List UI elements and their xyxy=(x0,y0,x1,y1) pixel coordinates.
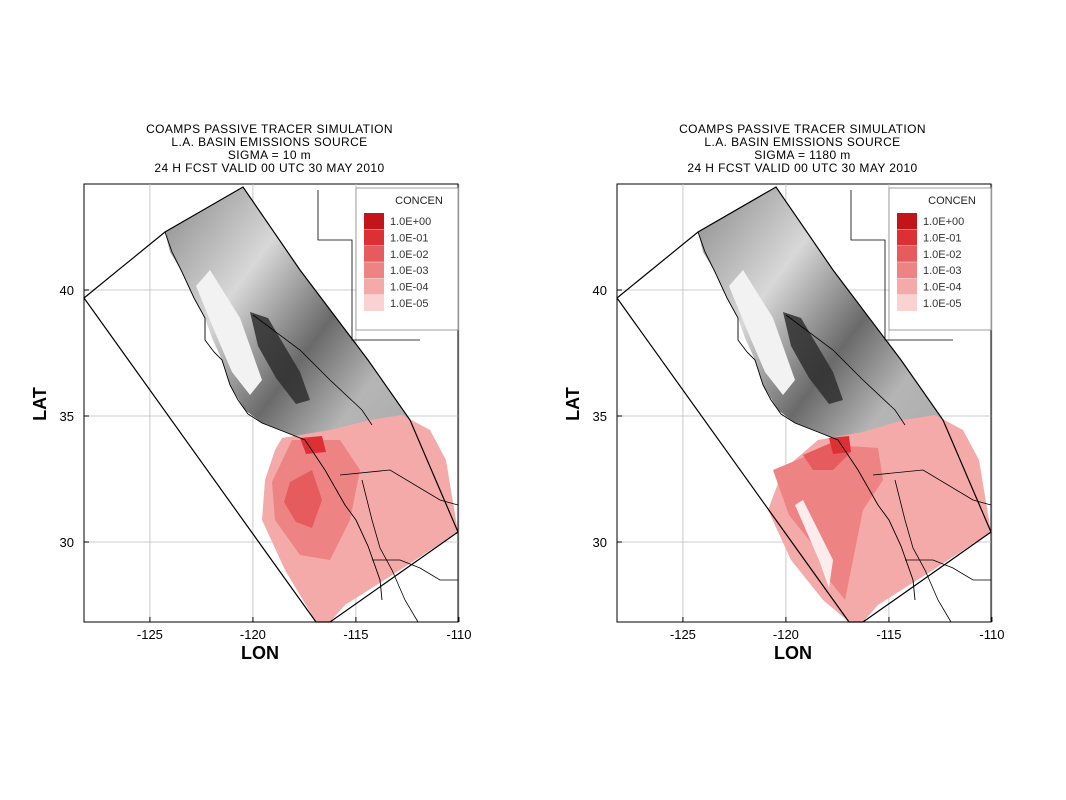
legend-level-label: 1.0E+00 xyxy=(390,216,431,228)
lon-tick-label: -125 xyxy=(137,627,163,642)
lat-tick-label: 35 xyxy=(593,409,607,424)
baja-coast xyxy=(361,479,419,623)
border-line xyxy=(339,469,459,506)
legend-level-label: 1.0E-01 xyxy=(390,232,429,244)
legend-level-label: 1.0E-01 xyxy=(923,232,962,244)
panel-sigma-1180m: COAMPS PASSIVE TRACER SIMULATION L.A. BA… xyxy=(533,0,1066,800)
legend-swatch xyxy=(364,262,384,279)
lat-tick-label: 30 xyxy=(60,535,74,550)
legend-swatch xyxy=(364,278,384,295)
tracer-source xyxy=(300,436,326,454)
lon-tick-label: -120 xyxy=(240,627,266,642)
plume-gap xyxy=(795,500,833,588)
tracer-map: -125 -120 -115 -110 40 35 30 LON LAT CONCEN 1.0E+0… xyxy=(563,183,1004,663)
y-axis-title: LAT xyxy=(563,387,583,421)
lat-tick-label: 35 xyxy=(60,409,74,424)
border-line xyxy=(905,559,991,581)
legend-swatch xyxy=(897,262,917,279)
lon-tick-label: -120 xyxy=(773,627,799,642)
coastline xyxy=(697,231,916,601)
legend-title: CONCEN xyxy=(395,195,443,207)
legend-swatch xyxy=(364,245,384,262)
lat-tick-label: 40 xyxy=(593,283,607,298)
central-valley xyxy=(729,270,795,395)
legend-swatch xyxy=(897,295,917,311)
state-boundary xyxy=(317,190,420,341)
lon-tick-label: -115 xyxy=(876,627,901,642)
lat-tick-label: 30 xyxy=(593,535,607,550)
legend-level-label: 1.0E-05 xyxy=(390,298,429,310)
model-domain-boundary xyxy=(83,186,459,623)
border-line xyxy=(372,559,458,581)
lon-tick-label: -125 xyxy=(670,627,696,642)
x-axis-title: LON xyxy=(774,643,812,663)
tracer-plume-core xyxy=(284,470,322,528)
x-axis-title: LON xyxy=(241,643,279,663)
legend-swatch xyxy=(364,295,384,311)
lon-tick-label: -115 xyxy=(343,627,368,642)
sierra-nevada xyxy=(250,312,310,404)
state-boundary xyxy=(785,314,906,426)
coastline xyxy=(164,231,383,601)
panel-title-valid-time: 24 H FCST VALID 00 UTC 30 MAY 2010 xyxy=(154,161,385,175)
tracer-plume-mid xyxy=(773,445,883,600)
panel-title-sigma: SIGMA = 10 m xyxy=(227,148,312,162)
y-axis-title: LAT xyxy=(30,387,50,421)
legend-swatch xyxy=(897,229,917,246)
panel-title-line-1: COAMPS PASSIVE TRACER SIMULATION xyxy=(679,122,926,136)
lon-tick-label: -110 xyxy=(446,627,471,642)
panel-title-line-1: COAMPS PASSIVE TRACER SIMULATION xyxy=(146,122,393,136)
legend-swatch xyxy=(897,245,917,262)
panel-title-line-2: L.A. BASIN EMISSIONS SOURCE xyxy=(704,135,901,149)
panel-title-sigma: SIGMA = 1180 m xyxy=(754,148,851,162)
tracer-source xyxy=(829,436,851,454)
legend-title: CONCEN xyxy=(928,195,976,207)
lat-tick-label: 40 xyxy=(60,283,74,298)
baja-coast xyxy=(894,479,952,623)
central-valley xyxy=(196,270,262,395)
legend-level-label: 1.0E-04 xyxy=(923,282,962,294)
model-domain-boundary xyxy=(616,186,992,623)
tracer-map: -125 -120 -115 -110 40 35 30 LON LAT CONCEN 1.0E+0… xyxy=(30,183,471,663)
legend-level-label: 1.0E-04 xyxy=(390,282,429,294)
panel-sigma-10m: COAMPS PASSIVE TRACER SIMULATION L.A. BA… xyxy=(30,122,471,664)
panel-title-line-2: L.A. BASIN EMISSIONS SOURCE xyxy=(171,135,368,149)
legend-swatch xyxy=(897,213,917,229)
legend-level-label: 1.0E-03 xyxy=(390,265,429,277)
state-boundary xyxy=(252,314,373,426)
legend-level-label: 1.0E-02 xyxy=(923,249,962,261)
state-boundary xyxy=(850,190,953,341)
border-line xyxy=(872,469,992,506)
lon-tick-label: -110 xyxy=(979,627,1004,642)
legend-swatch xyxy=(364,229,384,246)
sierra-nevada xyxy=(783,312,843,404)
panel-title-valid-time: 24 H FCST VALID 00 UTC 30 MAY 2010 xyxy=(687,161,918,175)
legend-swatch xyxy=(897,278,917,295)
legend-level-label: 1.0E-05 xyxy=(923,298,962,310)
legend-swatch xyxy=(364,213,384,229)
legend-level-label: 1.0E-03 xyxy=(923,265,962,277)
legend-level-label: 1.0E+00 xyxy=(923,216,964,228)
legend-level-label: 1.0E-02 xyxy=(390,249,429,261)
